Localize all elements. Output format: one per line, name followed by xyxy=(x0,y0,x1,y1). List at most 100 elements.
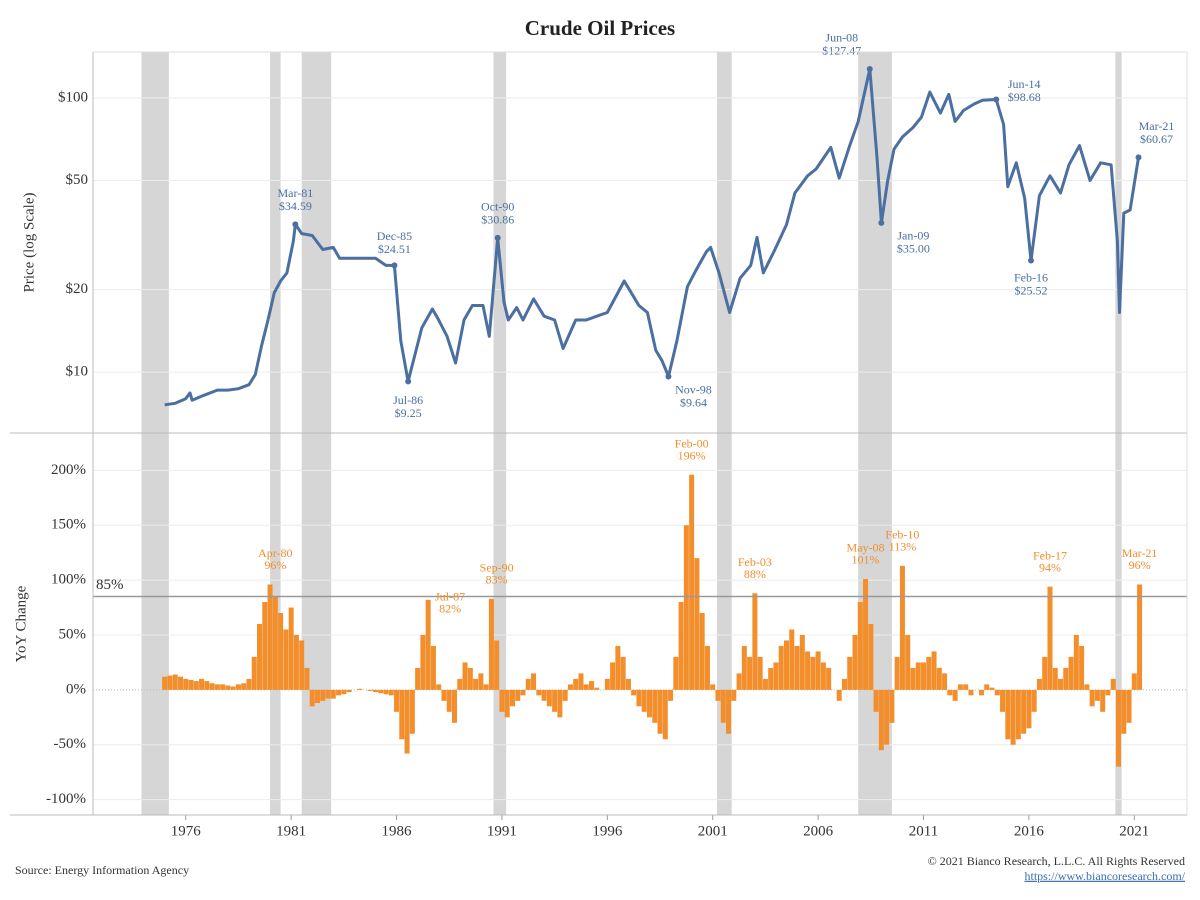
bar xyxy=(299,640,305,690)
bar xyxy=(467,667,473,690)
annotation-date: Mar-81 xyxy=(277,186,313,200)
bar xyxy=(604,678,610,690)
bar xyxy=(620,656,626,690)
bar xyxy=(367,689,373,691)
bar xyxy=(494,640,500,690)
annotation-date: Feb-00 xyxy=(675,436,709,450)
bar xyxy=(214,684,220,690)
bar xyxy=(404,689,410,754)
bar xyxy=(541,689,547,701)
bar xyxy=(415,667,421,690)
bar xyxy=(483,684,489,690)
x-tick-label: 1981 xyxy=(276,823,306,839)
y-axis-label: YoY Change xyxy=(13,585,29,662)
bar xyxy=(726,689,732,734)
y-tick-label: 50% xyxy=(59,626,87,642)
bar xyxy=(430,645,436,690)
bar xyxy=(552,689,558,712)
bar xyxy=(984,684,990,690)
bar xyxy=(283,629,289,690)
annotation-date: Mar-21 xyxy=(1122,546,1158,560)
url[interactable]: https://www.biancoresearch.com/ xyxy=(1024,869,1185,883)
annotation-date: May-08 xyxy=(847,541,885,555)
annotation-label: $60.67 xyxy=(1140,132,1173,146)
bar xyxy=(199,678,205,690)
bar xyxy=(1089,689,1095,707)
bar xyxy=(947,689,953,696)
bar xyxy=(1121,689,1127,734)
bar xyxy=(889,689,895,723)
bar xyxy=(567,684,573,690)
annotation-date: Nov-98 xyxy=(675,382,712,396)
bar xyxy=(341,689,347,695)
annotation-dot xyxy=(993,96,1000,103)
bar xyxy=(1126,689,1132,723)
annotation-label: 83% xyxy=(486,573,508,587)
bar xyxy=(931,651,937,690)
annotation-label: $24.51 xyxy=(378,242,411,256)
bar xyxy=(225,685,231,690)
annotation-dot xyxy=(494,234,501,241)
y-tick-label: 0% xyxy=(66,681,86,697)
bar xyxy=(820,662,826,690)
bar xyxy=(520,689,526,696)
annotation-dot xyxy=(866,65,873,72)
bar xyxy=(388,689,394,696)
bar xyxy=(378,689,384,694)
annotation-dot xyxy=(1135,154,1142,161)
annotation-label: $25.52 xyxy=(1015,283,1048,297)
bar xyxy=(689,474,695,690)
bar xyxy=(409,689,415,734)
bar xyxy=(557,689,563,718)
bar xyxy=(836,689,842,701)
bar xyxy=(525,678,531,690)
y-tick-label: 200% xyxy=(51,462,86,478)
bar xyxy=(915,662,921,690)
annotation-date: Mar-21 xyxy=(1139,119,1175,133)
y-tick-label: $50 xyxy=(66,172,89,188)
bar xyxy=(304,667,310,690)
annotation-dot xyxy=(878,219,885,226)
x-tick-label: 2021 xyxy=(1119,823,1149,839)
bar xyxy=(815,651,821,690)
bar xyxy=(235,684,241,690)
bar xyxy=(704,645,710,690)
bar xyxy=(794,645,800,690)
annotation-date: Jun-14 xyxy=(1008,77,1041,91)
bar xyxy=(383,689,389,695)
bar xyxy=(662,689,668,740)
bar xyxy=(293,634,299,690)
link[interactable]: https://www.biancoresearch.com/ xyxy=(1024,869,1185,883)
bar xyxy=(873,689,879,712)
bar xyxy=(1031,689,1037,712)
x-tick-label: 2006 xyxy=(803,823,834,839)
source: Source: Energy Information Agency xyxy=(15,863,189,877)
bar xyxy=(1079,645,1085,690)
x-tick-label: 2001 xyxy=(698,823,728,839)
bar xyxy=(536,689,542,696)
bar xyxy=(1063,667,1069,690)
bar xyxy=(288,607,294,690)
x-tick-label: 1996 xyxy=(592,823,623,839)
annotation-date: Jun-08 xyxy=(825,31,858,45)
bar xyxy=(1068,656,1074,690)
annotation-dot xyxy=(405,378,412,385)
bar xyxy=(546,689,552,707)
bar xyxy=(747,656,753,690)
bar xyxy=(531,673,537,690)
y-tick-label: -100% xyxy=(46,791,86,807)
bar xyxy=(926,656,932,690)
bar xyxy=(762,678,768,690)
bar xyxy=(425,599,431,690)
annotation-dot xyxy=(391,262,398,269)
annotation-label: 101% xyxy=(852,553,880,567)
bar xyxy=(346,689,352,693)
bar xyxy=(957,684,963,690)
annotation-date: Feb-03 xyxy=(738,555,772,569)
annotation-date: Feb-16 xyxy=(1014,270,1048,284)
bar xyxy=(594,687,600,690)
bar xyxy=(320,689,326,701)
bar xyxy=(646,689,652,718)
bar xyxy=(852,634,858,690)
bar xyxy=(336,689,342,696)
